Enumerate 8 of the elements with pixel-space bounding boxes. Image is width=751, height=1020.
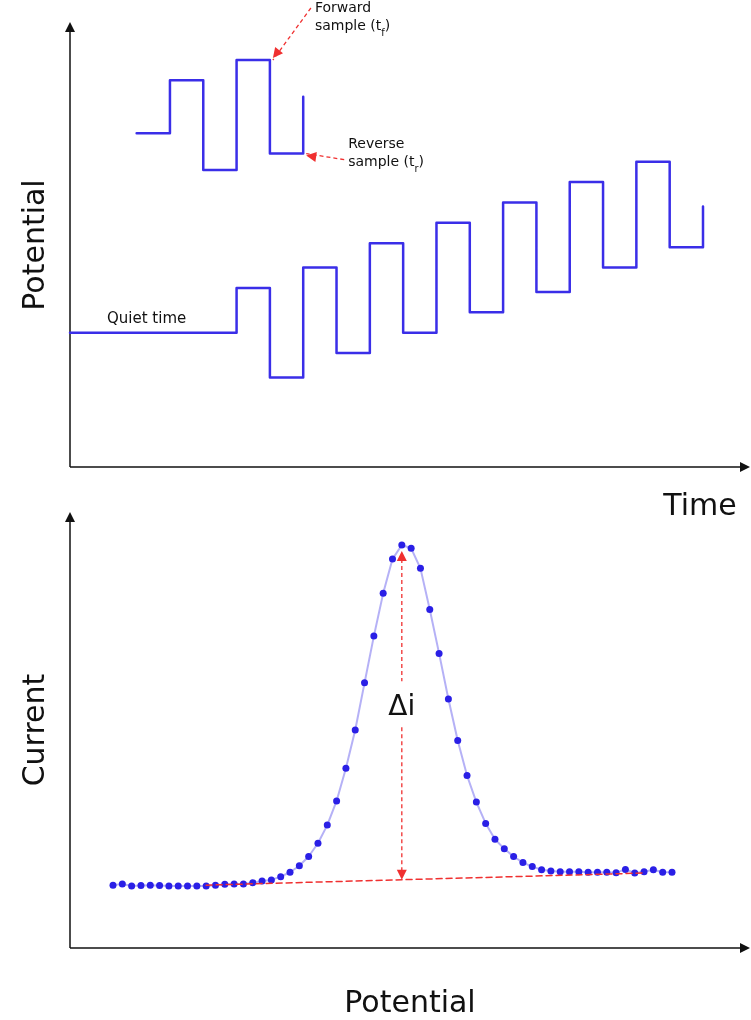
annotation: Reverse sample (t$_{r}$) (348, 134, 425, 174)
y-axis-title: Potential (16, 179, 51, 311)
text: Forward sample (t$_{f}$) (314, 0, 391, 38)
x-axis-title: Potential (344, 984, 476, 1019)
annotation: Δi (388, 689, 416, 723)
annotation: Quiet time (107, 308, 187, 327)
y-axis-title: Current (16, 673, 51, 787)
x-axis-title: Time (662, 487, 737, 522)
